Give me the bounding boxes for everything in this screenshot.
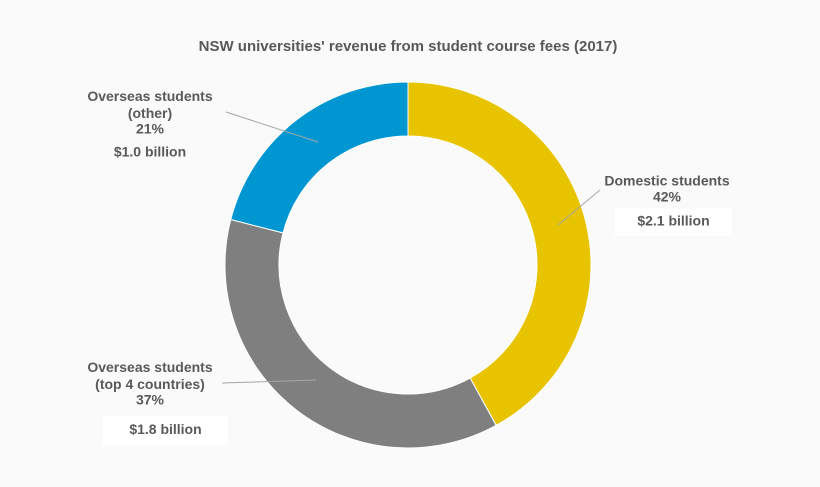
slice-label: Overseas students (top 4 countries) xyxy=(87,359,212,392)
donut-segment xyxy=(230,81,409,234)
percent-label: 37% xyxy=(136,392,165,408)
leader-line xyxy=(221,379,317,384)
amount-label: $1.0 billion xyxy=(114,144,186,160)
percent-label: 42% xyxy=(653,189,682,205)
amount-label: $1.8 billion xyxy=(129,421,201,437)
donut-segment xyxy=(224,218,497,449)
donut-segment xyxy=(407,81,592,427)
amount-label: $2.1 billion xyxy=(637,213,709,229)
percent-label: 21% xyxy=(136,121,165,137)
amount-box xyxy=(103,416,228,445)
leader-line xyxy=(557,189,601,226)
leader-line xyxy=(225,111,319,143)
slice-label: Overseas students (other) xyxy=(87,88,212,121)
chart-title: NSW universities' revenue from student c… xyxy=(199,38,618,55)
amount-box xyxy=(615,208,732,236)
slice-label: Domestic students xyxy=(604,173,729,189)
